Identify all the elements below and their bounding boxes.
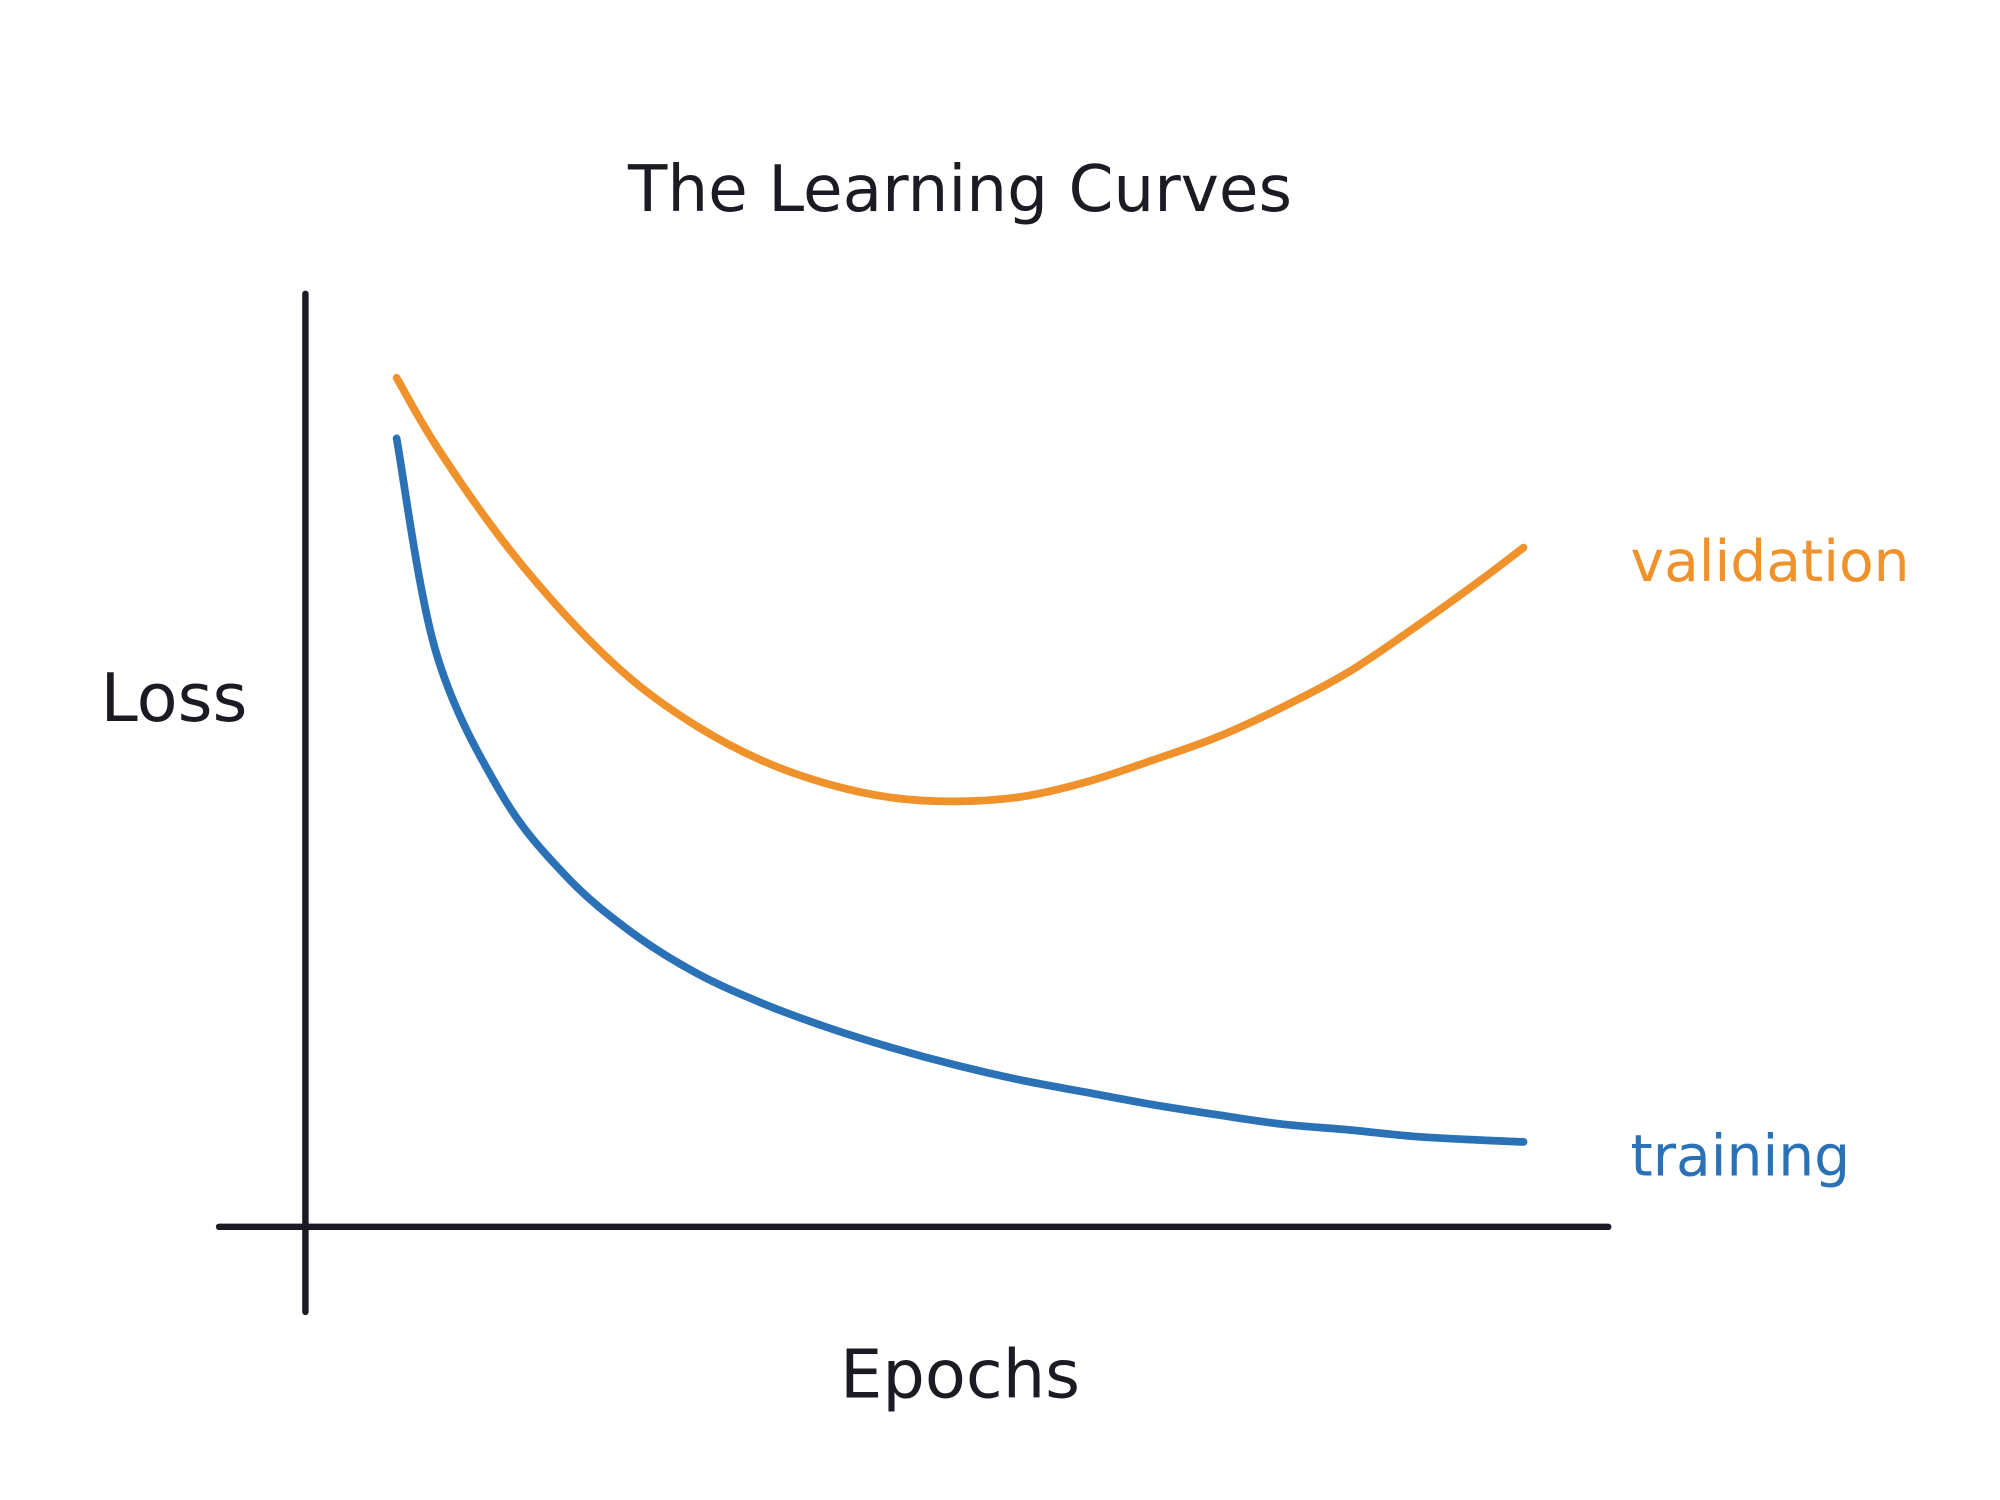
y-axis-label: Loss — [100, 659, 247, 737]
series-label: validation — [1631, 529, 1910, 595]
series-line — [392, 373, 1528, 806]
series-label: training — [1631, 1124, 1851, 1190]
chart-title: The Learning Curves — [627, 152, 1292, 227]
x-axis-label: Epochs — [840, 1335, 1080, 1413]
series-line — [392, 434, 1528, 1146]
